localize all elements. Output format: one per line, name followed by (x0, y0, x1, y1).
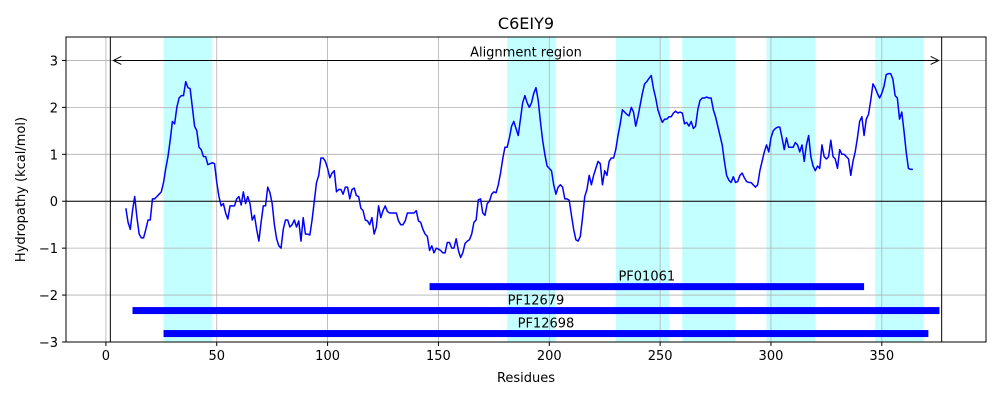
domain-bar-PF12679 (132, 307, 940, 315)
x-tick-label: 300 (759, 349, 784, 364)
domain-label-PF12679: PF12679 (508, 294, 565, 309)
hydrophobic-band-3 (682, 37, 736, 342)
y-tick-label: −3 (39, 336, 58, 351)
domain-bars: PF01061 PF12679 PF12698 (132, 270, 940, 338)
x-tick-label: 350 (869, 349, 894, 364)
y-axis-ticks: −3 −2 −1 0 1 2 3 (39, 54, 66, 351)
domain-label-PF01061: PF01061 (618, 270, 675, 285)
x-tick-label: 50 (208, 349, 225, 364)
x-tick-label: 250 (648, 349, 673, 364)
plot-frame (65, 36, 987, 343)
chart-title: C6EIY9 (498, 14, 554, 33)
x-tick-label: 150 (426, 349, 451, 364)
hydrophobic-band-1 (507, 37, 556, 342)
x-tick-label: 100 (315, 349, 340, 364)
y-axis-label: Hydropathy (kcal/mol) (14, 117, 29, 262)
hydrophobic-band-0 (163, 37, 213, 342)
hydropathy-line-0 (125, 72, 913, 259)
x-tick-label: 0 (102, 349, 110, 364)
domain-label-PF12698: PF12698 (518, 317, 575, 332)
domain-bar-PF01061 (429, 283, 865, 291)
y-tick-label: 0 (50, 195, 58, 210)
hydropathy-series (125, 72, 913, 259)
y-tick-label: −2 (39, 289, 58, 304)
y-tick-label: 3 (50, 54, 58, 69)
x-axis-ticks: 0 50 100 150 200 250 300 350 (102, 342, 894, 364)
alignment-region-label: Alignment region (470, 45, 582, 60)
alignment-arrow-right-head (930, 56, 940, 65)
x-tick-label: 200 (537, 349, 562, 364)
hydrophobic-band-5 (875, 37, 924, 342)
domain-bar-PF12698 (163, 330, 929, 338)
y-tick-label: 2 (50, 101, 58, 116)
x-axis-label: Residues (497, 371, 555, 386)
y-tick-label: 1 (50, 148, 58, 163)
hydrophobic-band-4 (766, 37, 816, 342)
y-tick-label: −1 (39, 242, 58, 257)
hydrophobic-band-2 (615, 37, 669, 342)
alignment-arrow-left-head (112, 56, 122, 65)
